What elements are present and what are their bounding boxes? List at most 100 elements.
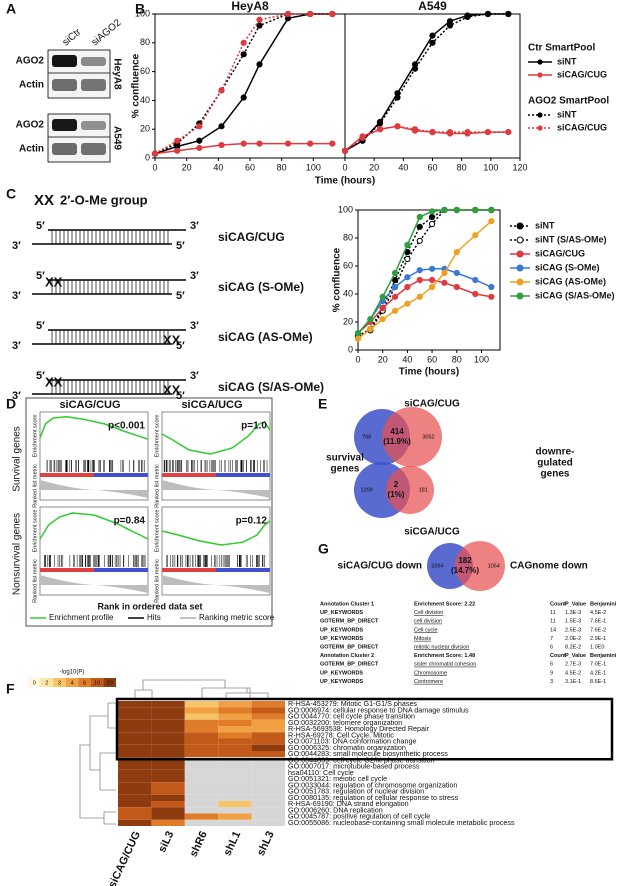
data-point [379, 304, 386, 312]
table-cell: 14 [550, 627, 556, 633]
data-point [404, 255, 411, 263]
table-cell: 8.2E-2 [565, 644, 581, 650]
legend-marker [537, 125, 543, 131]
heatmap-cell [218, 701, 252, 708]
heatmap-cell [118, 782, 152, 789]
heatmap-column-label: shL3 [255, 829, 277, 857]
table-header: Annotation Cluster 2 [320, 653, 374, 659]
series-line [344, 125, 509, 152]
heatmap-cell [251, 744, 285, 751]
table-cell: 7.6E-1 [590, 619, 606, 625]
data-point [464, 128, 471, 136]
data-point [441, 206, 448, 214]
heatmap-cell [251, 769, 285, 776]
heatmap-cell [251, 763, 285, 770]
ranked-metric [162, 575, 270, 593]
data-point [376, 126, 384, 133]
series-line [154, 13, 333, 155]
y-tick-label: 80 [140, 37, 150, 47]
data-point [379, 293, 386, 300]
data-point [391, 307, 399, 314]
data-point [284, 140, 292, 147]
western-blot [47, 49, 111, 163]
heatmap-cell [184, 819, 219, 826]
venn-right [382, 407, 442, 467]
data-point [367, 325, 374, 333]
table-cell: 8.6E-1 [590, 679, 606, 685]
y-tick-label: 40 [343, 288, 353, 298]
panel-label: F [6, 681, 15, 697]
heatmap-row-label: R-HSA-5693538: Homology Directed Repair [288, 724, 430, 733]
table-cell: UP_KEYWORDS [320, 610, 363, 616]
venn-right [386, 466, 434, 514]
data-point [416, 293, 423, 300]
data-point [429, 128, 436, 136]
table-cell: GOTERM_BP_DIRECT [320, 619, 379, 625]
legend-title: Ctr SmartPool [528, 43, 595, 54]
heatmap-row-label: GO:0006260: DNA replication [288, 805, 383, 814]
heatmap-cell [218, 713, 252, 720]
data-point [394, 94, 401, 101]
strand-end: 5′ [176, 390, 185, 402]
gsea-y-label: Enrichment score [154, 510, 160, 553]
data-point [411, 65, 419, 72]
table-cell: 2.5E-3 [565, 627, 581, 633]
y-tick-label: 60 [140, 66, 150, 76]
panel-label: G [318, 541, 329, 557]
table-cell: 7 [550, 636, 553, 642]
heatmap-cell [118, 732, 152, 739]
heatmap-cell [184, 794, 219, 801]
venn-count: 3052 [422, 434, 434, 440]
heatmap-cell [218, 782, 252, 789]
strand-end: 3′ [12, 390, 21, 402]
data-point [196, 144, 203, 152]
heatmap-cell [184, 801, 219, 808]
venn-overlap: (1%) [388, 490, 405, 499]
heatmap-cell [151, 738, 185, 745]
legend-marker [516, 278, 524, 286]
p-value: p<0.001 [108, 421, 145, 432]
data-point [218, 123, 225, 130]
rank-bar-red [162, 568, 216, 572]
heatmap-cell [251, 707, 285, 714]
heatmap-row-label: GO:0080135: regulation of cellular respo… [288, 793, 459, 802]
y-tick-label: 100 [135, 8, 150, 18]
legend-marker [516, 264, 524, 272]
series-line [357, 209, 492, 337]
strand-end: 3′ [190, 270, 199, 282]
table-cell: 4.2E-1 [590, 670, 606, 676]
data-point [428, 220, 436, 228]
table-cell: UP_KEYWORDS [320, 679, 363, 685]
heatmap-cell [151, 813, 185, 820]
data-point [488, 293, 495, 300]
data-point [411, 126, 419, 133]
heatmap-row-label: GO:0045787: positive regulation of cell … [288, 812, 430, 821]
heatmap-cell [151, 819, 185, 826]
heatmap-cell [184, 763, 219, 770]
legend-marker [516, 222, 524, 230]
heatmap-cell [251, 807, 285, 814]
blot-row-label: AGO2 [16, 56, 45, 67]
heatmap-cell [151, 769, 185, 776]
heatmap-row-label: GO:0055086: nucleobase-containing small … [288, 818, 515, 827]
colorbar-tick-label: 0 [33, 680, 36, 686]
table-cell: 1.0E0 [590, 644, 604, 650]
venn-right [455, 541, 505, 591]
heatmap-cell [251, 713, 285, 720]
gsea-x-label: Rank in ordered data set [97, 601, 202, 611]
data-point [429, 32, 436, 39]
heatmap-row-label: R-HSA-69190: DNA strand elongation [288, 799, 409, 808]
legend-label: siCAG (S/AS-OMe) [535, 290, 615, 300]
y-tick-label: 40 [140, 95, 150, 105]
heatmap-column-label: shR6 [188, 829, 210, 858]
strand-end: 5′ [36, 320, 45, 332]
data-point [505, 10, 512, 18]
data-point [404, 274, 411, 281]
venn-count: 798 [362, 434, 371, 440]
data-point [446, 128, 454, 136]
data-point [453, 206, 460, 214]
heatmap-cell [151, 744, 185, 751]
legend-marker [516, 236, 524, 244]
